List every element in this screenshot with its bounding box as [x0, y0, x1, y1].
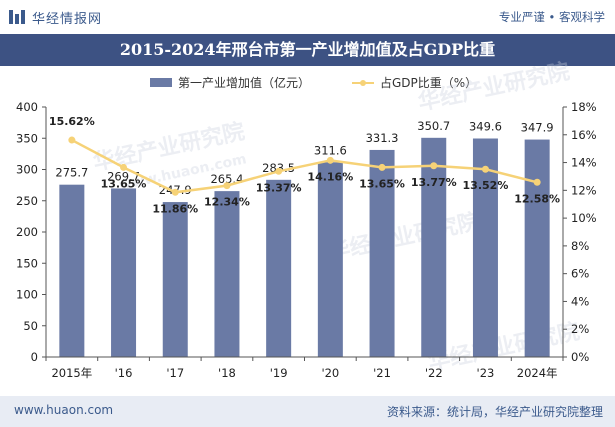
line-point [481, 165, 489, 173]
watermark-text: 华经产业研究院 [416, 58, 572, 115]
legend-label-bar: 第一产业增加值（亿元） [178, 76, 311, 90]
bar-value-label: 347.9 [521, 121, 554, 135]
y-left-tick-label: 300 [16, 163, 38, 177]
y-right-tick-label: 2% [571, 322, 589, 336]
legend-item-bar: 第一产业增加值（亿元） [150, 74, 310, 91]
y-right-tick-label: 6% [571, 267, 589, 281]
slogan: 专业严谨 • 客观科学 [498, 10, 605, 24]
bar [421, 137, 447, 357]
x-tick-label: '23 [477, 366, 495, 380]
y-right-tick-label: 8% [571, 239, 589, 253]
bar [317, 162, 343, 357]
bar-value-label: 269.7 [107, 169, 140, 183]
x-tick-label: 2015年 [51, 366, 92, 380]
x-tick-label: '22 [425, 366, 443, 380]
y-left-tick-label: 0 [31, 350, 38, 364]
line-point [378, 163, 386, 171]
y-right-tick-label: 10% [571, 211, 597, 225]
y-left-tick-label: 250 [16, 194, 38, 208]
watermark-text: 华经产业研究院 [426, 318, 582, 375]
footer-url[interactable]: www.huaon.com [14, 403, 114, 417]
y-right-tick-label: 18% [571, 100, 597, 114]
chart-title: 2015-2024年邢台市第一产业增加值及占GDP比重 [119, 40, 496, 59]
line-point [430, 162, 438, 170]
bar-value-label: 350.7 [417, 119, 450, 133]
y-right-tick-label: 0% [571, 350, 589, 364]
line-value-label: 13.65% [101, 177, 147, 190]
bar [162, 202, 188, 357]
y-right-tick-label: 4% [571, 294, 589, 308]
brand-name: 华经情报网 [32, 11, 103, 27]
line-value-label: 13.37% [256, 181, 302, 194]
y-left-tick-label: 350 [16, 131, 38, 145]
bar [59, 184, 85, 357]
line-value-label: 11.86% [152, 202, 198, 215]
line-point [275, 167, 283, 175]
y-right-tick-label: 12% [571, 183, 597, 197]
x-tick-label: 2024年 [517, 366, 558, 380]
footer-source: 资料来源：统计局，华经产业研究院整理 [386, 405, 603, 419]
brand-logo-icon [9, 10, 25, 24]
line-value-label: 12.34% [204, 196, 250, 209]
line-value-label: 13.65% [359, 177, 405, 190]
y-right-tick-label: 16% [571, 128, 597, 142]
line-point [223, 182, 231, 190]
legend-swatch-line [352, 78, 374, 88]
bar-value-label: 275.7 [55, 166, 88, 180]
bar [214, 191, 240, 357]
y-left-tick-label: 150 [16, 256, 38, 270]
bar [369, 149, 395, 357]
legend-item-line: 占GDP比重（%） [352, 74, 477, 91]
line-point [326, 156, 334, 164]
brand: 华经情报网 [8, 7, 102, 27]
y-left-tick-label: 200 [16, 225, 38, 239]
x-tick-label: '21 [373, 366, 391, 380]
y-left-tick-label: 50 [23, 319, 38, 333]
y-left-tick-label: 100 [16, 288, 38, 302]
legend-swatch-bar [150, 78, 172, 87]
x-tick-label: '18 [218, 366, 236, 380]
bar [524, 139, 550, 357]
line-point [533, 178, 541, 186]
footer: www.huaon.com 资料来源：统计局，华经产业研究院整理 [0, 396, 615, 427]
line-point [120, 163, 128, 171]
line-value-label: 14.16% [307, 170, 353, 183]
bar-value-label: 349.6 [469, 120, 502, 134]
y-right-tick-label: 14% [571, 156, 597, 170]
line-value-label: 12.58% [514, 192, 560, 205]
x-tick-label: '16 [115, 366, 133, 380]
bar-value-label: 331.3 [366, 131, 399, 145]
bar [266, 179, 292, 357]
title-bar: 2015-2024年邢台市第一产业增加值及占GDP比重 [0, 34, 615, 66]
legend: 第一产业增加值（亿元） 占GDP比重（%） [0, 72, 615, 92]
x-tick-label: '20 [321, 366, 339, 380]
watermark-text: 华经产业研究院 [326, 208, 482, 265]
x-tick-label: '19 [270, 366, 288, 380]
line-value-label: 13.77% [411, 176, 457, 189]
line-point [68, 136, 76, 144]
legend-label-line: 占GDP比重（%） [380, 76, 478, 90]
bar [111, 188, 137, 357]
bar-value-label: 311.6 [314, 143, 347, 157]
line-value-label: 13.52% [463, 179, 509, 192]
x-tick-label: '17 [166, 366, 184, 380]
bar [472, 138, 498, 357]
line-value-label: 15.62% [49, 115, 95, 128]
top-bar: 华经情报网 专业严谨 • 客观科学 [0, 0, 615, 34]
y-left-tick-label: 400 [16, 100, 38, 114]
line-series [71, 138, 538, 194]
line-point [171, 188, 179, 196]
